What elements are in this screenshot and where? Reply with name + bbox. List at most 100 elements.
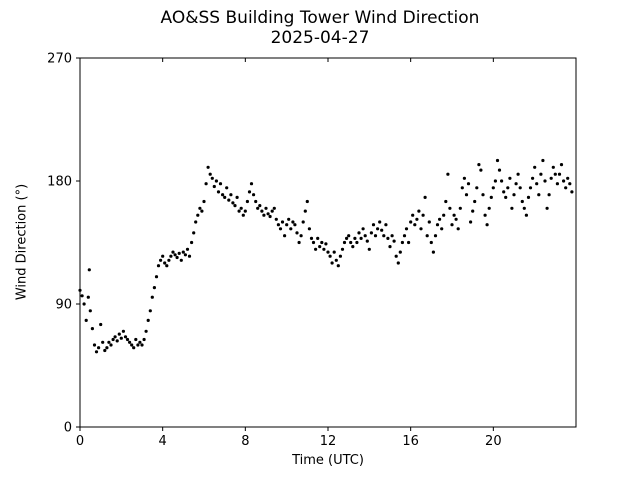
- data-point: [382, 234, 386, 238]
- data-point: [378, 220, 382, 224]
- data-point: [448, 206, 452, 210]
- data-point: [487, 206, 491, 210]
- data-point: [105, 346, 109, 350]
- data-point: [491, 186, 495, 190]
- data-point: [471, 209, 475, 213]
- data-point: [314, 247, 318, 251]
- data-point: [206, 165, 210, 169]
- chart-title: AO&SS Building Tower Wind Direction: [160, 8, 480, 28]
- data-point: [421, 213, 425, 217]
- data-point: [535, 182, 539, 186]
- data-point: [311, 240, 316, 245]
- data-point: [167, 258, 171, 262]
- data-point: [111, 337, 115, 342]
- data-point: [283, 234, 287, 238]
- data-point: [328, 254, 332, 258]
- data-point: [258, 204, 262, 208]
- data-point: [198, 206, 202, 210]
- data-point: [305, 199, 309, 204]
- data-point: [235, 195, 239, 199]
- data-point: [82, 302, 86, 306]
- data-point: [423, 195, 427, 199]
- data-point: [297, 240, 301, 245]
- data-point: [477, 163, 481, 167]
- data-point: [252, 193, 256, 197]
- data-point: [86, 295, 90, 299]
- data-point: [537, 193, 541, 197]
- data-point: [212, 184, 216, 189]
- data-point: [88, 309, 92, 313]
- data-point: [142, 337, 146, 342]
- data-point: [481, 193, 485, 197]
- data-point: [415, 217, 419, 221]
- x-tick-label: 12: [320, 434, 337, 449]
- data-point: [148, 309, 152, 313]
- data-point: [489, 195, 493, 199]
- data-point: [429, 240, 433, 245]
- data-point: [562, 179, 566, 183]
- data-point: [247, 190, 252, 194]
- data-point: [125, 337, 130, 342]
- data-point: [355, 240, 359, 245]
- data-point: [237, 209, 241, 213]
- data-point: [262, 213, 266, 217]
- data-point: [369, 231, 373, 235]
- data-point: [444, 199, 448, 204]
- data-point: [345, 236, 349, 240]
- data-point: [161, 254, 165, 258]
- data-point: [218, 182, 223, 186]
- x-tick-label: 4: [159, 434, 167, 449]
- data-point: [307, 227, 311, 231]
- data-point: [270, 209, 274, 213]
- data-point: [266, 212, 270, 216]
- data-point: [435, 223, 440, 227]
- x-tick-label: 20: [485, 434, 502, 449]
- data-point: [289, 227, 293, 231]
- data-point: [516, 172, 520, 176]
- data-point: [559, 163, 564, 167]
- data-point: [398, 250, 402, 254]
- data-point: [204, 182, 208, 186]
- data-point: [154, 275, 159, 279]
- data-point: [384, 223, 388, 227]
- data-point: [404, 227, 409, 231]
- data-point: [245, 199, 249, 204]
- data-point: [295, 231, 299, 235]
- data-point: [130, 343, 134, 347]
- data-point: [260, 209, 264, 213]
- data-point: [159, 258, 163, 262]
- data-point: [380, 228, 384, 232]
- x-axis-label: Time (UTC): [292, 453, 364, 468]
- data-point: [165, 264, 169, 268]
- data-point: [568, 182, 572, 186]
- data-point: [543, 179, 547, 183]
- data-point: [334, 258, 338, 262]
- data-point: [274, 217, 278, 221]
- data-point: [194, 220, 198, 224]
- data-point: [373, 234, 378, 238]
- chart-subtitle: 2025-04-27: [270, 28, 370, 48]
- data-point: [249, 182, 254, 186]
- data-point: [349, 240, 353, 245]
- data-point: [136, 343, 140, 347]
- data-point: [411, 213, 415, 217]
- data-point: [214, 179, 218, 183]
- data-point: [460, 186, 464, 190]
- data-point: [363, 234, 367, 238]
- data-point: [413, 223, 417, 227]
- data-point: [518, 186, 522, 190]
- data-point: [264, 206, 268, 210]
- data-point: [371, 223, 376, 227]
- data-point: [545, 206, 549, 210]
- data-point: [123, 335, 128, 339]
- data-point: [407, 240, 411, 245]
- data-point: [357, 231, 361, 235]
- data-point: [256, 206, 260, 210]
- data-point: [409, 220, 413, 224]
- data-point: [210, 176, 214, 180]
- data-point: [268, 214, 272, 219]
- data-point: [309, 236, 314, 240]
- data-point: [291, 220, 295, 224]
- data-point: [134, 337, 138, 342]
